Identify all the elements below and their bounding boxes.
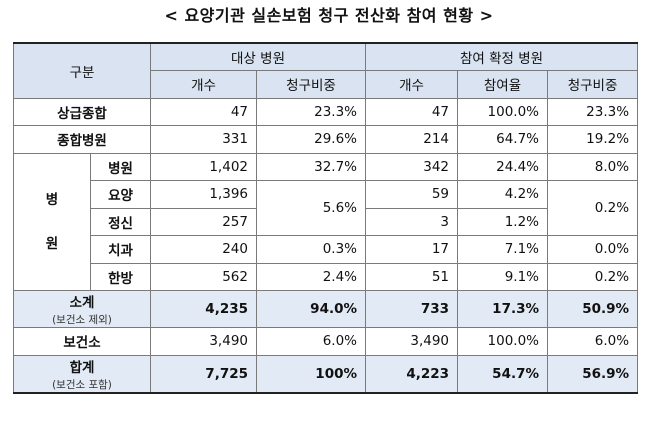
cell-confirmed-count: 733: [365, 290, 459, 328]
cell-participation-rate: 100.0%: [457, 97, 549, 126]
header-claim-share-confirmed: 청구비중: [547, 70, 639, 99]
row-label: 치과: [90, 235, 151, 264]
cell-confirmed-count: 342: [365, 152, 459, 181]
cell-confirmed-count: 3: [365, 207, 459, 236]
table-row: 치과 240 0.3% 17 7.1% 0.0%: [14, 235, 639, 264]
cell-confirmed-share: 56.9%: [547, 354, 639, 393]
header-participation-rate: 참여율: [457, 70, 549, 99]
cell-confirmed-count: 214: [365, 125, 459, 154]
row-label: 소계: [69, 295, 95, 311]
header-count: 개수: [150, 70, 257, 99]
cell-confirmed-share: 6.0%: [547, 327, 639, 356]
cell-target-share: 100%: [255, 354, 367, 393]
cell-target-count: 47: [150, 97, 257, 126]
cell-target-share: 0.3%: [255, 235, 367, 264]
cell-target-count: 3,490: [150, 327, 257, 356]
row-label: 한방: [90, 262, 151, 291]
header-confirmed-group: 참여 확정 병원: [365, 42, 639, 71]
page-title: < 요양기관 실손보험 청구 전산화 참여 현황 >: [164, 6, 494, 25]
row-note: (보건소 제외): [52, 314, 112, 326]
cell-target-count: 331: [150, 125, 257, 154]
cell-confirmed-share: 8.0%: [547, 152, 639, 181]
total-label-cell: 합계 (보건소 포함): [13, 354, 151, 393]
cell-confirmed-share: 0.2%: [547, 180, 639, 236]
cell-target-share: 6.0%: [255, 327, 367, 356]
cell-confirmed-count: 47: [365, 97, 459, 126]
group-label-hospital: 병 원: [13, 152, 91, 291]
cell-participation-rate: 17.3%: [457, 290, 549, 328]
cell-confirmed-share: 50.9%: [547, 290, 639, 328]
row-label: 보건소: [13, 327, 151, 356]
header-row-1: 구분 대상 병원 참여 확정 병원: [13, 42, 639, 99]
cell-participation-rate: 24.4%: [457, 152, 549, 181]
cell-participation-rate: 7.1%: [457, 235, 549, 264]
cell-target-count: 562: [150, 262, 257, 291]
cell-participation-rate: 100.0%: [457, 327, 549, 356]
cell-participation-rate: 4.2%: [457, 180, 549, 209]
cell-target-share: 32.7%: [255, 152, 367, 181]
cell-confirmed-share: 23.3%: [547, 97, 639, 126]
header-count-confirmed: 개수: [365, 70, 459, 99]
cell-target-share: 2.4%: [255, 262, 367, 291]
cell-confirmed-share: 19.2%: [547, 125, 639, 154]
cell-confirmed-share: 0.2%: [547, 262, 639, 291]
table-row: 보건소 3,490 6.0% 3,490 100.0% 6.0%: [13, 327, 639, 356]
cell-participation-rate: 1.2%: [457, 207, 549, 236]
cell-target-count: 4,235: [150, 290, 257, 328]
row-label: 정신: [90, 207, 151, 236]
row-label: 종합병원: [13, 125, 151, 154]
cell-target-count: 240: [150, 235, 257, 264]
table-row: 정신 257 3 1.2%: [14, 207, 638, 236]
cell-target-share: 94.0%: [255, 290, 367, 328]
group-label-char: 원: [45, 235, 59, 252]
table-row: 종합병원 331 29.6% 214 64.7% 19.2%: [13, 125, 639, 154]
cell-target-share: 29.6%: [255, 125, 367, 154]
cell-participation-rate: 54.7%: [457, 354, 549, 393]
cell-confirmed-count: 51: [365, 262, 459, 291]
table-row: 요양 1,396 5.6% 59 4.2% 0.2%: [14, 180, 639, 236]
row-label: 합계: [69, 359, 95, 376]
cell-confirmed-share: 0.0%: [547, 235, 639, 264]
table-row: 상급종합 47 23.3% 47 100.0% 23.3%: [13, 97, 639, 126]
cell-target-count: 1,396: [150, 180, 257, 209]
header-category: 구분: [13, 42, 151, 99]
participation-table: 구분 대상 병원 참여 확정 병원 개수 청구비중 개수 참여율 청구비중 상급…: [13, 42, 639, 394]
cell-target-count: 1,402: [150, 152, 257, 181]
table-row: 한방 562 2.4% 51 9.1% 0.2%: [14, 262, 639, 291]
cell-participation-rate: 64.7%: [457, 125, 549, 154]
subtotal-label-cell: 소계 (보건소 제외): [13, 290, 151, 328]
group-label-char: 병: [45, 191, 59, 208]
cell-target-share: 23.3%: [255, 97, 367, 126]
cell-confirmed-count: 4,223: [365, 354, 459, 393]
row-label: 요양: [90, 180, 151, 209]
cell-confirmed-count: 3,490: [365, 327, 459, 356]
cell-target-count: 7,725: [150, 354, 257, 393]
row-note: (보건소 포함): [52, 378, 112, 391]
header-row-2: 개수 청구비중 개수 참여율 청구비중: [14, 70, 639, 99]
row-label: 상급종합: [13, 97, 151, 126]
cell-confirmed-count: 59: [365, 180, 459, 209]
cell-confirmed-count: 17: [365, 235, 459, 264]
table-row: 병 원 병원 1,402 32.7% 342 24.4% 8.0%: [13, 152, 639, 291]
header-claim-share: 청구비중: [255, 70, 367, 99]
cell-target-share: 5.6%: [255, 180, 367, 236]
total-row: 합계 (보건소 포함) 7,725 100% 4,223 54.7% 56.9%: [13, 354, 639, 393]
cell-participation-rate: 9.1%: [457, 262, 549, 291]
cell-target-count: 257: [150, 207, 257, 236]
row-label: 병원: [90, 152, 151, 181]
subtotal-row: 소계 (보건소 제외) 4,235 94.0% 733 17.3% 50.9%: [13, 290, 639, 328]
header-target-group: 대상 병원: [149, 42, 367, 71]
